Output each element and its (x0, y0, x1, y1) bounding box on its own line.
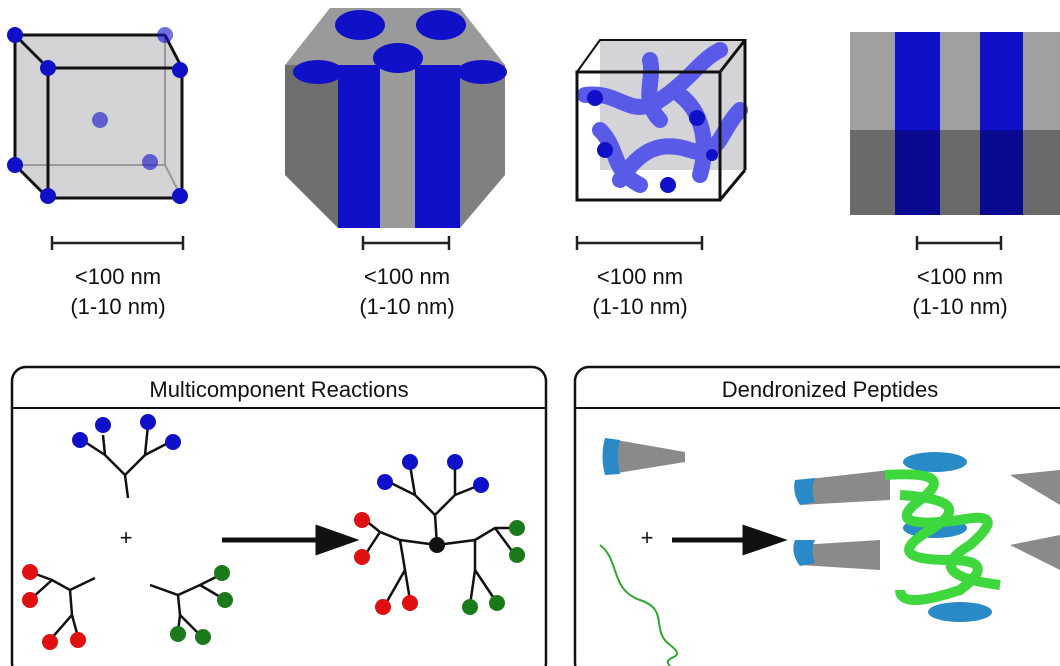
scale-label: <100 nm (75, 264, 161, 289)
scale-range: (1-10 nm) (359, 294, 454, 319)
gyroid-structure (575, 39, 748, 202)
panel-title: Dendronized Peptides (722, 377, 938, 402)
wedge (602, 438, 685, 475)
scale-label: <100 nm (364, 264, 450, 289)
hexagonal-structure (285, 8, 507, 228)
panel-multicomponent (10, 365, 548, 666)
scale-range: (1-10 nm) (912, 294, 1007, 319)
cubic-structure (7, 27, 188, 204)
plus-sign: + (641, 525, 654, 550)
scale-range: (1-10 nm) (592, 294, 687, 319)
scale-range: (1-10 nm) (70, 294, 165, 319)
scale-label: <100 nm (597, 264, 683, 289)
panel-dendronized (573, 365, 1060, 666)
lamellar-structure (850, 32, 1060, 215)
panel-title: Multicomponent Reactions (149, 377, 408, 402)
scale-bars (50, 236, 1003, 250)
scale-label: <100 nm (917, 264, 1003, 289)
plus-sign: + (120, 525, 133, 550)
